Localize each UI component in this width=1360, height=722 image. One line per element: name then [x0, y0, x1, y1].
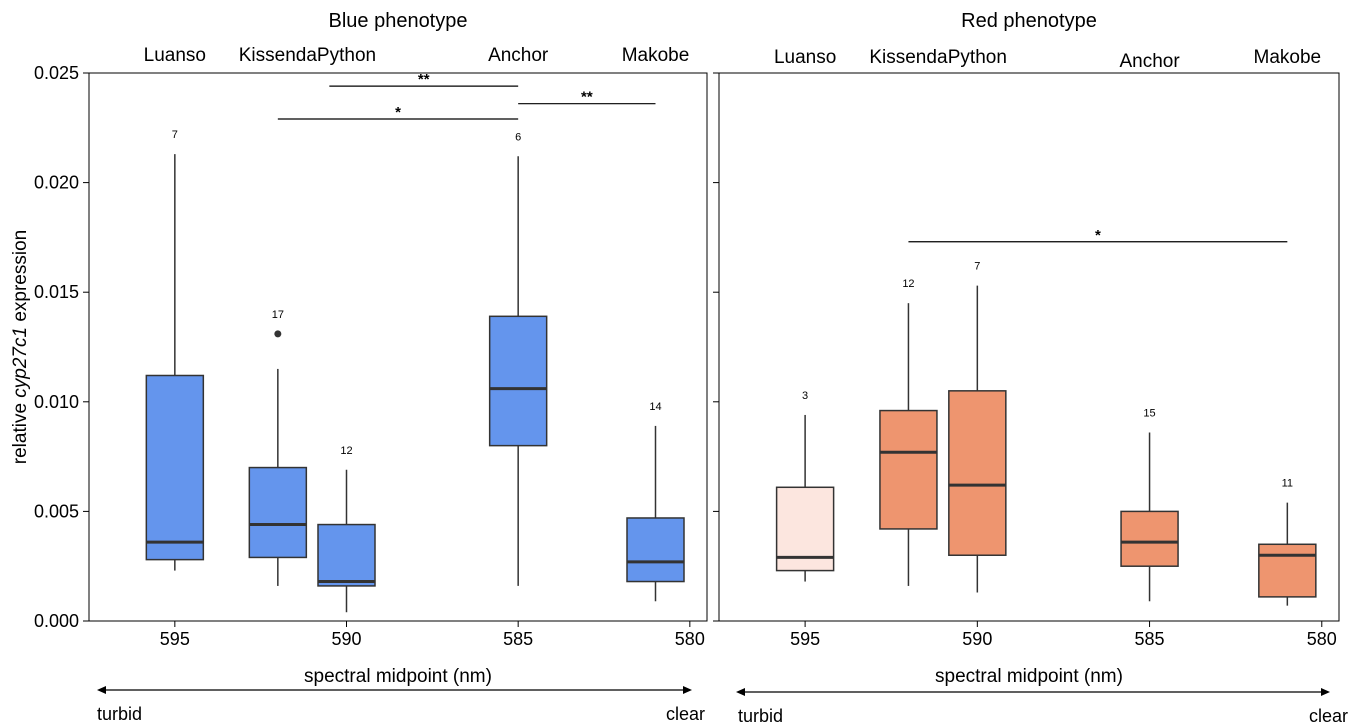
box-kissenda: 12 [879, 278, 938, 586]
sample-size-label: 7 [172, 129, 178, 141]
x-tick-label: 590 [962, 629, 992, 649]
box-iqr [1258, 543, 1317, 598]
sample-size-label: 15 [1143, 407, 1155, 419]
sample-size-label: 14 [649, 401, 661, 413]
y-axis-label-suffix: expression [10, 230, 31, 327]
y-tick-label: 0.025 [34, 63, 79, 83]
box-python: 7 [948, 261, 1007, 593]
population-name: Luanso [144, 45, 206, 66]
panel-title: Red phenotype [961, 10, 1097, 32]
arrow-head-right [683, 686, 692, 694]
sample-size-label: 12 [902, 278, 914, 290]
arrow-label-clear: clear [666, 704, 705, 722]
arrow-head-left [736, 688, 745, 696]
y-tick-label: 0.015 [34, 282, 79, 302]
sample-size-label: 3 [802, 390, 808, 402]
population-name: Makobe [1254, 47, 1322, 68]
population-name: Makobe [622, 45, 690, 66]
arrow-head-left [97, 686, 106, 694]
box-luanso: 7 [145, 129, 205, 571]
panel-red: Red phenotype 595 590 585 580 spectral midpoi… [713, 10, 1348, 722]
x-axis-label: spectral midpoint (nm) [304, 666, 492, 687]
box-luanso: 3 [775, 390, 835, 582]
box-iqr [488, 315, 548, 447]
box-iqr [317, 523, 376, 587]
sample-size-label: 6 [515, 131, 521, 143]
significance-label: ** [418, 71, 430, 88]
arrow-label-turbid: turbid [738, 706, 783, 722]
population-name: Kissenda [869, 47, 948, 68]
outlier-point [274, 330, 282, 338]
population-name: Luanso [774, 47, 836, 68]
sample-size-label: 7 [974, 261, 980, 273]
x-tick-label: 580 [675, 629, 705, 649]
sample-size-label: 12 [340, 445, 352, 457]
panel-title: Blue phenotype [328, 10, 467, 32]
y-axis-label-prefix: relative [10, 398, 31, 465]
x-tick-label: 585 [503, 629, 533, 649]
panel-blue: Blue phenotype 0.000 0.005 0.010 0.015 0.020 0… [10, 10, 708, 722]
arrow-label-clear: clear [1309, 706, 1348, 722]
box-iqr [948, 390, 1007, 556]
sample-size-label: 17 [272, 309, 284, 321]
arrow-label-turbid: turbid [97, 704, 142, 722]
x-axis-label: spectral midpoint (nm) [935, 666, 1123, 687]
population-name: Kissenda [239, 45, 318, 66]
y-axis-label-gene: cyp27c1 [10, 327, 31, 398]
box-makobe: 14 [626, 401, 685, 602]
arrow-head-right [1321, 688, 1330, 696]
y-tick-label: 0.000 [34, 611, 79, 631]
x-tick-label: 595 [160, 629, 190, 649]
significance-label: * [395, 104, 401, 121]
y-axis-label: relative cyp27c1 expression [10, 230, 31, 464]
population-name: Anchor [488, 45, 549, 66]
sample-size-label: 11 [1282, 478, 1293, 490]
box-makobe: 11 [1258, 478, 1317, 606]
y-tick-label: 0.005 [34, 501, 79, 521]
x-tick-label: 590 [331, 629, 361, 649]
box-iqr [626, 517, 685, 583]
x-tick-label: 585 [1135, 629, 1165, 649]
box-iqr [1120, 510, 1179, 567]
box-python: 12 [317, 445, 376, 613]
y-tick-label: 0.020 [34, 173, 79, 193]
population-name: Python [948, 47, 1007, 68]
plot-frame [718, 72, 1340, 622]
box-iqr [879, 409, 938, 530]
population-name: Anchor [1119, 51, 1180, 72]
plot-frame [88, 72, 708, 622]
significance-label: ** [581, 89, 593, 106]
significance-label: * [1095, 227, 1101, 244]
box-anchor: 15 [1120, 407, 1179, 602]
box-kissenda: 17 [248, 309, 308, 586]
box-iqr [145, 374, 205, 561]
population-name: Python [317, 45, 376, 66]
y-tick-label: 0.010 [34, 392, 79, 412]
box-anchor: 6 [488, 131, 548, 586]
box-iqr [248, 466, 308, 559]
x-tick-label: 595 [790, 629, 820, 649]
x-tick-label: 580 [1307, 629, 1337, 649]
